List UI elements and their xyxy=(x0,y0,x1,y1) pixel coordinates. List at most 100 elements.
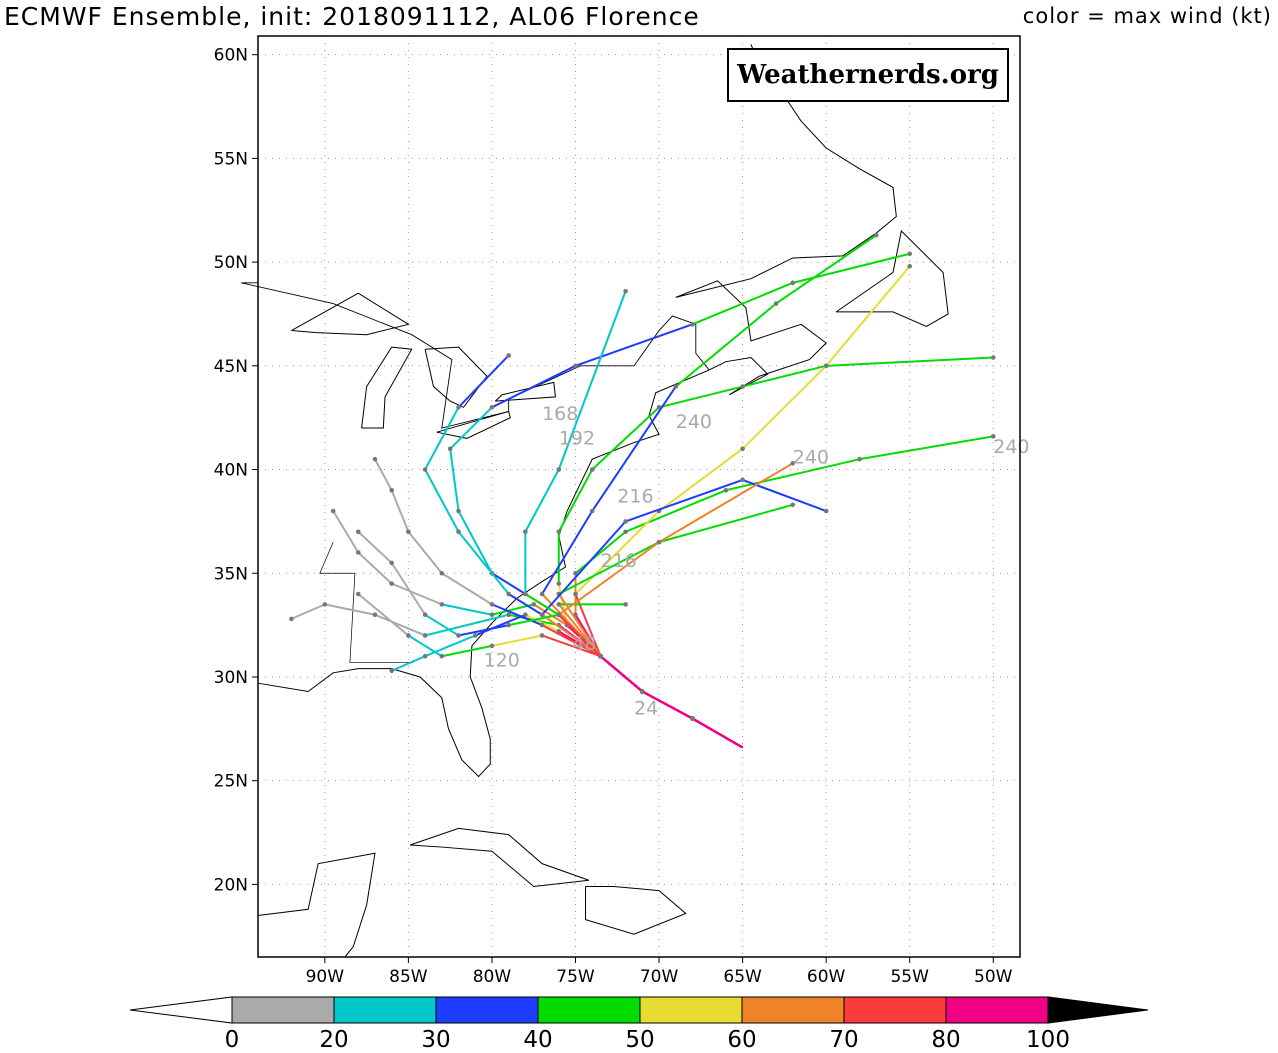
track-point xyxy=(873,232,879,238)
colorbar-swatch xyxy=(333,996,437,1024)
track-segment xyxy=(357,551,393,585)
track-point xyxy=(447,446,453,452)
track-segment xyxy=(641,690,693,720)
track-point xyxy=(506,353,511,358)
track-point xyxy=(656,539,662,545)
track-point xyxy=(355,591,361,597)
track-point xyxy=(673,384,679,389)
forecast-hour-label: 24 xyxy=(634,697,658,719)
colorbar-swatch xyxy=(231,996,335,1024)
track-segment xyxy=(625,478,743,523)
track-point xyxy=(406,633,411,638)
colorbar-label: 20 xyxy=(319,1027,348,1053)
track-point xyxy=(623,529,628,535)
track-segment xyxy=(458,624,509,637)
track-segment xyxy=(407,531,443,574)
lat-tick-label: 40N xyxy=(214,461,248,481)
track-segment xyxy=(424,406,460,471)
track-segment xyxy=(424,613,509,637)
track-point xyxy=(422,633,428,638)
colorbar-swatch xyxy=(435,996,539,1024)
track-point xyxy=(539,622,545,628)
track-segment xyxy=(541,613,602,658)
track-segment xyxy=(491,572,526,595)
track-segment xyxy=(391,655,426,672)
track-point xyxy=(723,487,729,493)
track-point xyxy=(740,446,745,452)
colorbar-label: 0 xyxy=(225,1027,240,1053)
track-point xyxy=(531,602,537,607)
track-segment xyxy=(374,613,426,637)
track-segment xyxy=(825,265,911,367)
track-point xyxy=(422,653,428,659)
track-point xyxy=(439,570,445,576)
track-segment xyxy=(524,593,560,616)
map-title: ECMWF Ensemble, init: 2018091112, AL06 F… xyxy=(4,2,700,31)
colorbar-label: 60 xyxy=(727,1027,756,1053)
track-segment xyxy=(390,489,410,533)
forecast-hour-label: 216 xyxy=(617,486,653,508)
track-segment xyxy=(658,462,794,543)
track-segment xyxy=(557,593,602,657)
track-point xyxy=(773,301,779,306)
track-segment xyxy=(541,520,627,616)
colorbar-label: 30 xyxy=(421,1027,450,1053)
colorbar-label: 100 xyxy=(1026,1027,1070,1053)
track-segment xyxy=(491,364,576,409)
track-segment xyxy=(508,593,543,616)
track-point xyxy=(406,529,411,535)
track-segment xyxy=(449,448,460,512)
track-point xyxy=(389,487,394,493)
track-segment xyxy=(575,323,693,367)
lon-tick-label: 60W xyxy=(807,967,846,987)
track-segment xyxy=(324,603,376,616)
track-point xyxy=(790,461,796,466)
great-lake-outline xyxy=(424,346,488,408)
track-segment xyxy=(625,489,727,533)
track-segment xyxy=(457,354,510,408)
forecast-hour-label: 168 xyxy=(542,403,578,425)
track-point xyxy=(372,456,378,462)
track-point xyxy=(690,716,695,721)
track-segment xyxy=(291,603,326,620)
track-segment xyxy=(391,582,443,606)
coastline xyxy=(257,44,897,778)
lat-tick-label: 60N xyxy=(214,46,248,66)
track-segment xyxy=(558,614,602,657)
track-point xyxy=(539,612,545,618)
track-point xyxy=(439,602,445,607)
track-segment xyxy=(424,469,460,533)
track-point xyxy=(598,653,603,659)
track-point xyxy=(389,668,394,674)
track-segment xyxy=(357,593,410,637)
track-point xyxy=(573,570,578,576)
colorbar-under-arrow xyxy=(129,996,233,1024)
lon-tick-label: 70W xyxy=(640,967,679,987)
track-point xyxy=(556,602,562,607)
track-segment xyxy=(658,503,794,544)
track-point xyxy=(640,689,645,694)
track-point xyxy=(573,363,578,369)
lat-tick-label: 20N xyxy=(214,875,248,895)
track-point xyxy=(372,612,378,618)
track-segment xyxy=(741,365,827,450)
track-point xyxy=(690,322,695,327)
track-segment xyxy=(441,644,493,658)
us-canada-border xyxy=(241,282,710,429)
colorbar-label: 80 xyxy=(931,1027,960,1053)
track-point xyxy=(623,602,628,607)
track-segment xyxy=(775,234,877,305)
lat-tick-label: 30N xyxy=(214,668,248,688)
track-segment xyxy=(591,406,660,471)
track-segment xyxy=(826,356,994,367)
track-segment xyxy=(533,603,568,626)
lon-tick-label: 80W xyxy=(473,967,512,987)
great-lake-outline xyxy=(291,292,410,336)
track-point xyxy=(990,434,996,439)
track-segment xyxy=(574,530,627,575)
track-segment xyxy=(557,290,627,470)
lon-tick-label: 65W xyxy=(723,967,762,987)
weathernerds-logo: Weathernerds.org xyxy=(727,48,1009,102)
track-point xyxy=(456,405,461,410)
track-point xyxy=(523,591,528,597)
